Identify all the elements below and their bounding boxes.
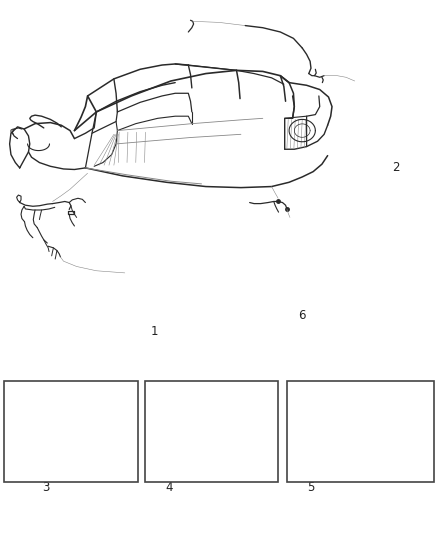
Text: 1: 1 [151, 325, 159, 338]
Text: 6: 6 [298, 309, 305, 322]
Bar [145, 381, 278, 482]
Text: 3: 3 [42, 481, 49, 494]
Text: 2: 2 [392, 161, 399, 174]
Text: 5: 5 [307, 481, 314, 494]
Text: 4: 4 [165, 481, 173, 494]
Bar [4, 381, 138, 482]
Bar [287, 381, 434, 482]
